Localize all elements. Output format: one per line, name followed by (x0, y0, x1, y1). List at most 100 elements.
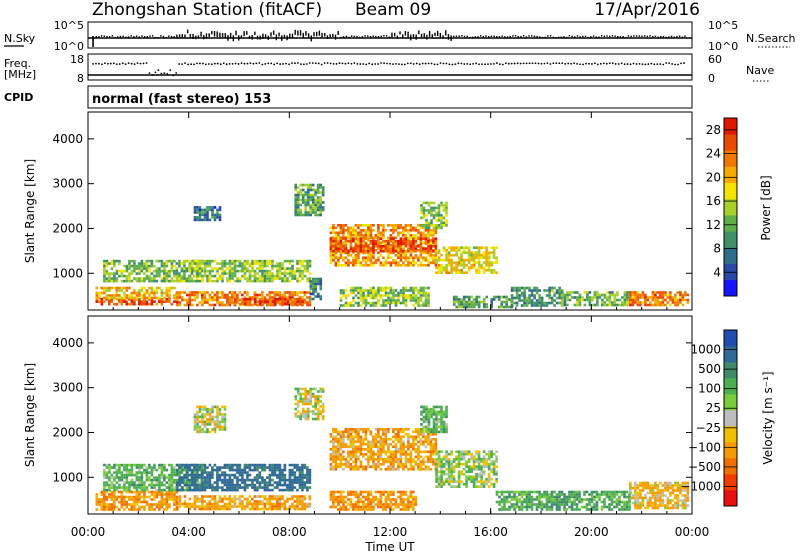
data-cell (467, 305, 471, 309)
data-cell (533, 289, 536, 292)
data-cell (525, 286, 529, 290)
data-cell (180, 269, 184, 273)
data-cell (208, 277, 212, 280)
data-cell (100, 297, 104, 301)
data-cell (140, 486, 144, 489)
data-cell (108, 294, 111, 297)
data-cell (407, 468, 410, 471)
data-cell (332, 435, 335, 439)
data-cell (243, 259, 247, 263)
data-cell (435, 214, 438, 217)
data-cell (186, 463, 189, 467)
data-cell (135, 500, 139, 504)
data-cell (374, 435, 378, 439)
noise-search-mark (453, 35, 455, 38)
noise-search-mark (461, 35, 463, 37)
data-cell (278, 466, 282, 469)
data-cell (477, 295, 481, 299)
nave-dot (136, 62, 139, 65)
data-cell (228, 505, 232, 508)
data-cell (246, 463, 249, 467)
data-cell (183, 277, 186, 280)
data-cell (256, 300, 260, 303)
data-cell (314, 280, 318, 283)
data-cell (248, 264, 252, 268)
data-cell (417, 244, 420, 248)
data-cell (241, 478, 244, 482)
data-cell (291, 267, 294, 270)
data-cell (616, 298, 619, 302)
data-cell (100, 503, 104, 506)
data-cell (339, 264, 343, 267)
data-cell (377, 450, 380, 454)
data-cell (105, 272, 109, 275)
data-cell (286, 267, 289, 270)
data-cell (460, 298, 463, 301)
data-cell (465, 300, 468, 304)
data-cell (135, 272, 139, 275)
data-cell (317, 282, 320, 286)
data-cell (316, 213, 320, 217)
data-cell (457, 268, 461, 272)
data-cell (160, 495, 164, 499)
data-cell (467, 303, 471, 306)
nave-dot (656, 63, 659, 65)
data-cell (175, 498, 179, 501)
data-cell (321, 206, 325, 209)
data-cell (206, 495, 209, 498)
data-cell (140, 490, 144, 494)
data-cell (145, 291, 149, 295)
data-cell (465, 303, 468, 306)
data-cell (145, 473, 149, 477)
data-cell (482, 305, 486, 309)
data-cell (201, 296, 204, 299)
power-colorbar-label: Power [dB] (759, 175, 773, 240)
data-cell (288, 476, 292, 479)
data-cell (417, 435, 420, 439)
data-cell (123, 500, 126, 504)
data-cell (228, 262, 232, 265)
data-cell (407, 249, 410, 253)
data-cell (261, 264, 264, 268)
data-cell (115, 471, 119, 474)
data-cell (477, 266, 481, 269)
nave-dot (561, 62, 564, 65)
data-cell (626, 298, 629, 302)
data-cell (216, 277, 219, 280)
data-cell (382, 450, 385, 454)
noise-search-mark (479, 35, 482, 37)
data-cell (414, 294, 418, 297)
noise-search-mark (133, 35, 135, 38)
data-cell (288, 259, 292, 263)
data-cell (273, 471, 277, 474)
data-cell (168, 289, 171, 292)
data-cell (258, 495, 262, 498)
data-cell (432, 445, 435, 449)
data-cell (362, 229, 365, 232)
noise-search-mark (259, 35, 261, 40)
data-cell (165, 279, 169, 283)
data-cell (153, 498, 156, 501)
data-cell (301, 296, 304, 299)
data-cell (301, 463, 304, 467)
data-cell (123, 503, 126, 506)
data-cell (651, 296, 655, 299)
data-cell (357, 251, 360, 255)
data-cell (226, 303, 229, 307)
data-cell (452, 261, 456, 264)
data-cell (419, 299, 423, 302)
data-cell (372, 291, 375, 295)
data-cell (485, 303, 488, 306)
data-cell (364, 433, 368, 436)
data-cell (442, 246, 446, 249)
data-cell (296, 481, 299, 484)
data-cell (158, 500, 161, 504)
data-cell (362, 236, 365, 240)
data-cell (261, 293, 264, 297)
data-cell (138, 466, 141, 469)
data-cell (374, 296, 378, 300)
data-cell (384, 440, 388, 444)
data-cell (442, 224, 446, 227)
data-cell (140, 279, 144, 283)
